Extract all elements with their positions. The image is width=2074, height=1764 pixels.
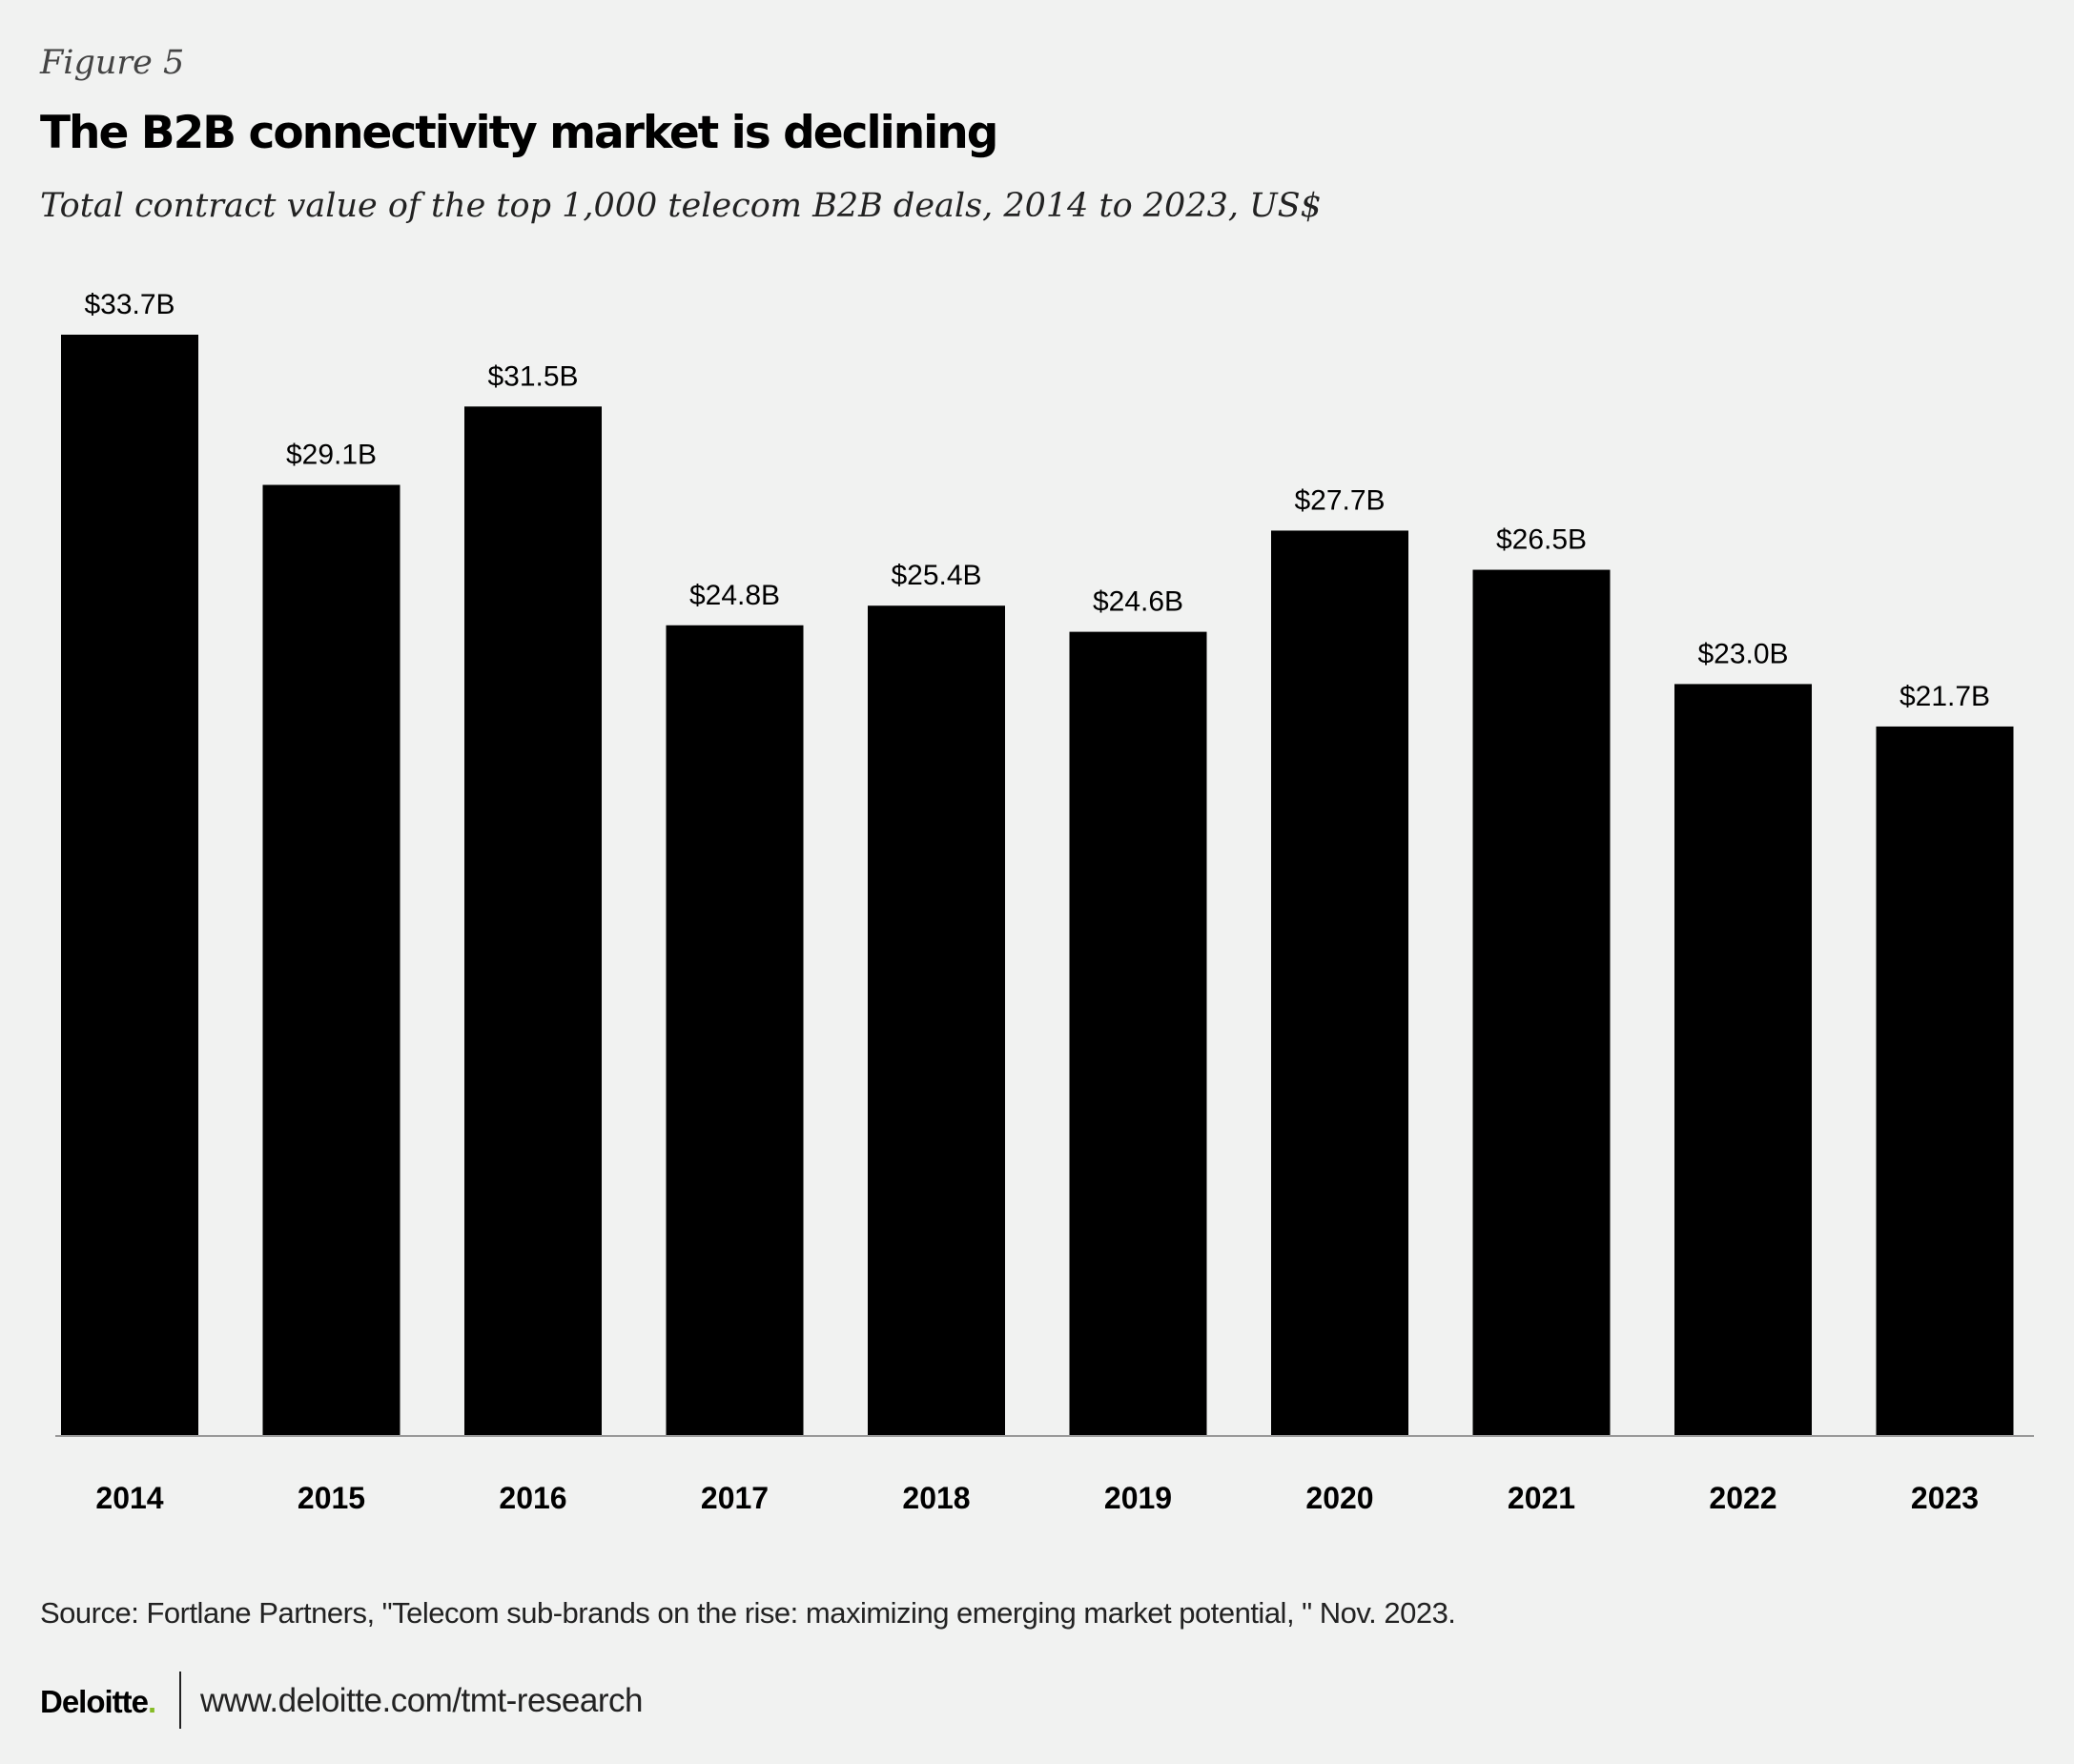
data-label-2014: $33.7B: [84, 289, 175, 320]
bar-2017: [666, 625, 804, 1435]
chart-subtitle: Total contract value of the top 1,000 te…: [40, 187, 1322, 225]
data-label-2019: $24.6B: [1093, 586, 1183, 618]
bar-2021: [1472, 569, 1611, 1435]
footer-url-link[interactable]: www.deloitte.com/tmt-research: [200, 1682, 643, 1719]
footer-divider: [179, 1672, 181, 1729]
bar-2023: [1876, 726, 2014, 1435]
logo-dot: .: [148, 1684, 156, 1719]
x-tick-label-2018: 2018: [902, 1481, 970, 1515]
x-tick-label-2020: 2020: [1305, 1481, 1373, 1515]
deloitte-logo: Deloitte.: [40, 1684, 156, 1720]
chart-title: The B2B connectivity market is declining: [40, 107, 998, 159]
bar-2018: [868, 605, 1005, 1435]
logo-text: Deloitte: [40, 1684, 149, 1719]
data-label-2022: $23.0B: [1697, 638, 1788, 669]
x-tick-label-2023: 2023: [1911, 1481, 1979, 1515]
bar-2019: [1069, 631, 1207, 1435]
data-label-2015: $29.1B: [286, 440, 377, 471]
data-label-2023: $21.7B: [1899, 681, 1990, 712]
source-note: Source: Fortlane Partners, "Telecom sub-…: [40, 1596, 1456, 1630]
data-label-2020: $27.7B: [1294, 484, 1385, 516]
data-label-2017: $24.8B: [689, 580, 780, 611]
bar-2020: [1271, 530, 1408, 1435]
x-tick-label-2022: 2022: [1709, 1481, 1776, 1515]
data-label-2021: $26.5B: [1496, 524, 1587, 556]
bar-2022: [1674, 684, 1812, 1435]
x-tick-label-2019: 2019: [1104, 1481, 1172, 1515]
data-label-2018: $25.4B: [891, 560, 981, 591]
x-tick-label-2015: 2015: [298, 1481, 365, 1515]
x-tick-label-2016: 2016: [499, 1481, 566, 1515]
x-tick-label-2021: 2021: [1508, 1481, 1575, 1515]
bar-2014: [61, 335, 198, 1435]
bar-2016: [464, 406, 602, 1435]
bar-2015: [262, 484, 400, 1435]
data-label-2016: $31.5B: [487, 360, 578, 392]
x-tick-label-2014: 2014: [95, 1481, 163, 1515]
figure-label: Figure 5: [40, 44, 185, 82]
x-tick-label-2017: 2017: [701, 1481, 769, 1515]
